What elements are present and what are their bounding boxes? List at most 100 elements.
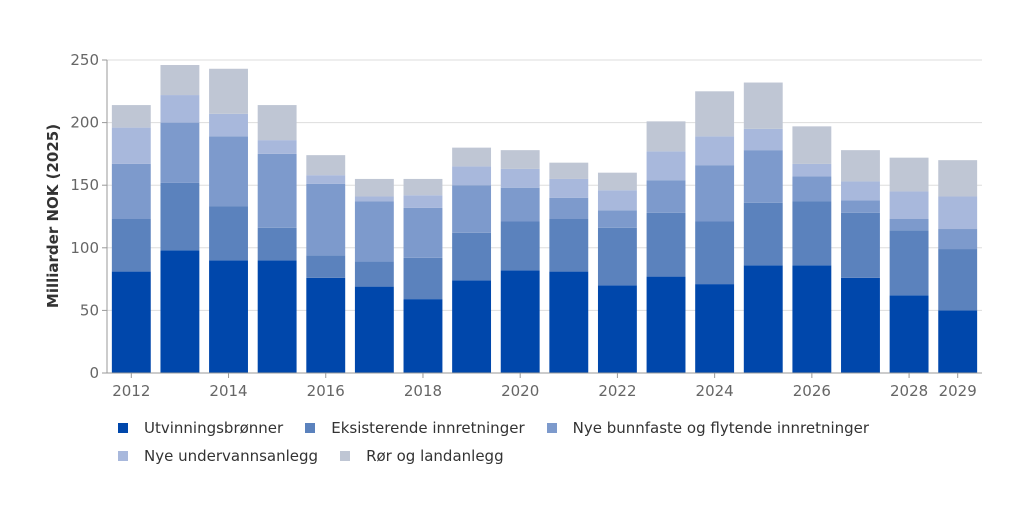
bar-segment [354, 201, 394, 262]
bar-segment [549, 197, 589, 219]
legend-item[interactable]: Eksisterende innretninger [305, 418, 525, 438]
bar-segment [597, 227, 637, 286]
bar-segment [354, 178, 394, 197]
bar-segment [209, 206, 248, 261]
bar-segment [549, 162, 589, 179]
legend-item[interactable]: Nye undervannsanlegg [118, 446, 318, 466]
legend: Utvinningsbrønner Eksisterende innretning… [118, 418, 998, 466]
bar-segment [452, 147, 492, 167]
bar-segment [646, 121, 686, 152]
bar-segment [695, 221, 735, 285]
bar-segment [306, 255, 346, 278]
bar-segment [938, 160, 978, 197]
bar-segment [792, 176, 832, 202]
bar-segment [111, 219, 151, 272]
bar-segment [743, 265, 783, 373]
bar-segment [549, 178, 589, 198]
bar-segment [257, 260, 297, 373]
x-tick-label: 2028 [890, 382, 928, 400]
bar-segment [743, 128, 783, 151]
x-tick-label: 2022 [598, 382, 636, 400]
bar-segment [646, 276, 686, 373]
bar-segment [597, 172, 637, 191]
y-tick-label: 200 [70, 114, 99, 132]
bar-segment [695, 165, 735, 222]
bar-segment [452, 280, 492, 373]
bar-segment [403, 299, 443, 373]
bar-segment [646, 151, 686, 181]
bar-segment [792, 201, 832, 266]
grid-lines [107, 59, 982, 311]
bar-segment [354, 261, 394, 287]
legend-label: Nye bunnfaste og flytende innretninger [572, 419, 870, 437]
bars [111, 65, 978, 373]
x-tick-label: 2026 [793, 382, 831, 400]
legend-swatch [340, 451, 351, 461]
legend-swatch [305, 423, 316, 433]
x-tick-label: 2018 [404, 382, 442, 400]
x-tick-label: 2024 [696, 382, 734, 400]
bar-segment [938, 310, 978, 373]
y-tick-label: 100 [70, 239, 99, 257]
bar-segment [889, 295, 929, 373]
legend-swatch [118, 451, 128, 461]
y-axis-label: Milliarder NOK (2025) [44, 124, 62, 308]
bar-segment [500, 270, 540, 373]
bar-segment [549, 219, 589, 272]
bar-segment [695, 284, 735, 373]
bar-segment [841, 150, 880, 182]
bar-segment [111, 105, 151, 128]
bar-segment [597, 210, 637, 228]
bar-segment [306, 277, 346, 373]
legend-label: Utvinningsbrønner [144, 419, 284, 437]
bar-segment [938, 249, 978, 311]
bar-segment [792, 163, 832, 177]
bar-segment [841, 181, 880, 201]
bar-segment [306, 175, 346, 184]
bar-segment [841, 277, 880, 373]
legend-swatch [546, 423, 557, 433]
x-tick-label: 2020 [501, 382, 539, 400]
x-tick-label: 2029 [939, 382, 977, 400]
bar-segment [209, 68, 248, 114]
y-tick-label: 250 [70, 51, 99, 69]
x-tick-label: 2012 [112, 382, 150, 400]
bar-segment [500, 150, 540, 169]
bar-segment [549, 271, 589, 373]
legend-label: Rør og landanlegg [366, 447, 504, 465]
bar-segment [354, 196, 394, 202]
bar-segment [889, 157, 929, 192]
y-tick-label: 50 [80, 301, 99, 319]
legend-item[interactable]: Utvinningsbrønner [118, 418, 283, 438]
bar-segment [500, 187, 540, 222]
bar-segment [500, 221, 540, 271]
bar-segment [889, 219, 929, 231]
bar-segment [209, 260, 248, 373]
bar-segment [160, 122, 200, 183]
y-tick-label: 150 [70, 176, 99, 194]
bar-segment [841, 212, 880, 278]
bar-segment [646, 212, 686, 277]
bar-segment [257, 227, 297, 261]
legend-item[interactable]: Nye bunnfaste og flytende innretninger [546, 418, 870, 438]
bar-segment [403, 178, 443, 196]
bar-segment [500, 168, 540, 188]
bar-segment [160, 250, 200, 373]
bar-segment [597, 190, 637, 211]
legend-label: Eksisterende innretninger [331, 419, 525, 437]
bar-segment [743, 202, 783, 266]
x-tick-label: 2016 [307, 382, 345, 400]
bar-segment [743, 82, 783, 129]
bar-segment [452, 185, 492, 233]
bar-segment [209, 136, 248, 207]
bar-segment [597, 285, 637, 373]
bar-segment [889, 230, 929, 296]
bar-segment [646, 180, 686, 213]
bar-segment [403, 257, 443, 300]
bar-segment [695, 91, 735, 137]
bar-segment [257, 153, 297, 228]
legend-item[interactable]: Rør og landanlegg [340, 446, 504, 466]
bar-segment [354, 286, 394, 373]
bar-segment [160, 182, 200, 251]
bar-segment [111, 163, 151, 220]
